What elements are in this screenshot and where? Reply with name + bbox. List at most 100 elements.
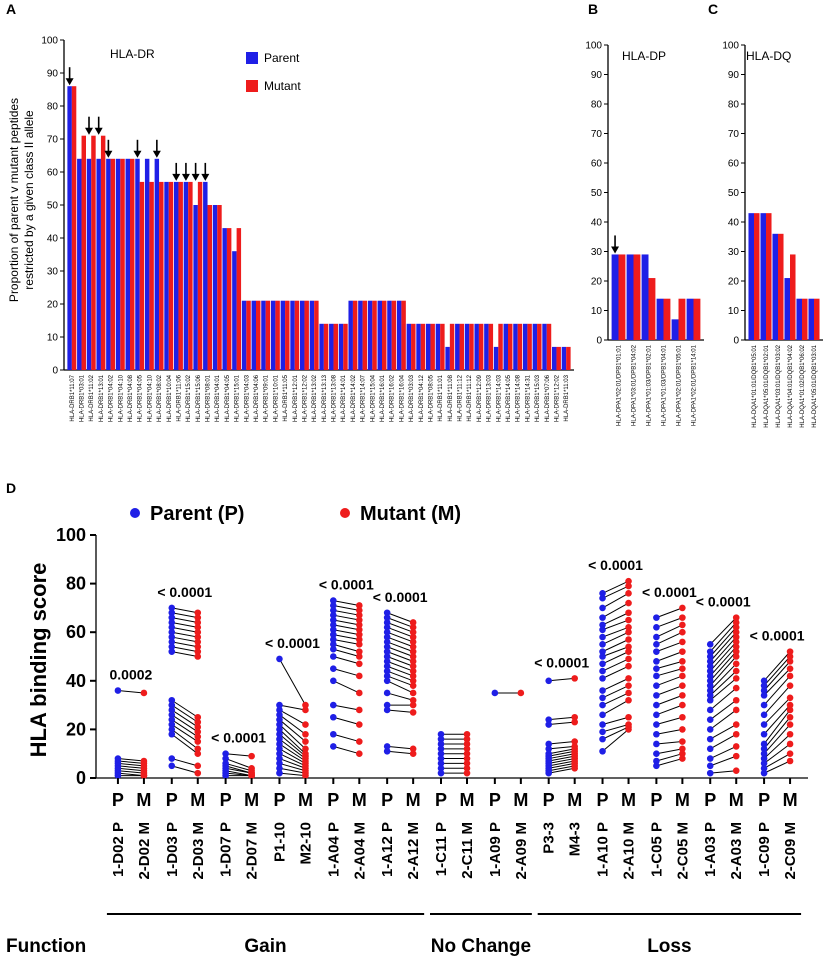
panel-a-bar-mutant (207, 205, 212, 370)
pair-link (763, 651, 791, 682)
parent-point (276, 726, 283, 733)
parent-point (599, 648, 606, 655)
parent-point (276, 769, 283, 777)
mutant-point (625, 636, 632, 643)
mutant-point (194, 619, 202, 626)
sample-label-second: 2-A12 M (405, 822, 422, 880)
pair-link (548, 750, 575, 757)
pair-link (710, 770, 737, 774)
pair-link (386, 670, 414, 682)
panel-a-x-tick-label: HLA-DRB1*04:02 (109, 374, 115, 422)
parent-point (706, 658, 714, 665)
parent-point (760, 755, 768, 762)
pair-link (602, 726, 629, 740)
sample-label-first: 1-C11 P (433, 822, 450, 876)
panel-a-bar-mutant (527, 323, 532, 370)
panel-d-letter: D (6, 480, 16, 496)
pair-link (279, 658, 306, 706)
parent-point (276, 735, 283, 743)
panel-a-x-tick-label: HLA-DRB1*11:01 (438, 374, 444, 421)
legend-parent-label: Parent (264, 51, 300, 65)
panel-c-y-tick-label: 20 (728, 277, 740, 288)
pair-link (548, 760, 575, 767)
pair-link (117, 760, 144, 764)
pair-link (709, 627, 737, 657)
mutant-point (409, 653, 417, 660)
panel-a-x-tick-label: HLA-DRB1*11:06 (176, 374, 182, 421)
pair-link (117, 690, 144, 694)
parent-point (599, 694, 606, 702)
pair-link (709, 677, 737, 701)
panel-a-ylabel-line1: Proportion of parent v mutant peptides (7, 98, 21, 302)
parent-point (168, 762, 176, 770)
pair-link (279, 738, 306, 759)
pair-link (333, 638, 360, 645)
legend-mutant-swatch (246, 80, 258, 92)
parent-point (599, 641, 606, 648)
parent-point (437, 730, 445, 738)
x-tick-label-m: M (406, 790, 421, 810)
p-value-label: < 0.0001 (157, 584, 212, 600)
pair-group (168, 604, 202, 777)
p-value-label: < 0.0001 (373, 589, 428, 605)
pair-link (602, 699, 629, 716)
panel-a-bar-parent (319, 323, 324, 370)
pair-link (279, 743, 306, 762)
mutant-point (571, 738, 578, 745)
panel-a-bar-parent (251, 300, 256, 370)
mutant-point (140, 689, 148, 697)
p-value-label: < 0.0001 (534, 654, 589, 670)
panel-a-arrow-head (191, 173, 200, 181)
parent-point (599, 594, 606, 602)
pair-link (279, 772, 306, 777)
parent-point (383, 677, 391, 685)
pair-link (602, 592, 629, 609)
sample-label-first: 1-D07 P (218, 822, 235, 877)
parent-point (653, 682, 660, 689)
parent-point (383, 658, 391, 665)
pair-link (602, 724, 629, 733)
pair-link (171, 651, 198, 657)
mutant-point (786, 701, 794, 709)
parent-point (222, 755, 229, 762)
pair-link (279, 733, 306, 757)
parent-point (706, 653, 714, 660)
mutant-point (356, 631, 363, 638)
panel-a-x-tick-label: HLA-DRB1*11:03 (564, 374, 570, 421)
mutant-point (625, 599, 632, 607)
mutant-point (356, 672, 363, 680)
panel-c-y-tick-label: 10 (728, 306, 740, 317)
parent-point (168, 648, 176, 655)
panel-a-bar-parent (106, 158, 111, 370)
parent-point (383, 662, 391, 670)
parent-point (706, 667, 714, 675)
parent-point (276, 745, 283, 753)
panel-a-x-tick-label: HLA-DRB1*12:02 (302, 374, 308, 422)
mutant-point (356, 602, 363, 609)
parent-point (222, 750, 229, 757)
pair-link (333, 745, 360, 755)
panel-a-bar-parent (358, 300, 363, 370)
x-tick-label-m: M (136, 790, 151, 810)
pair-link (333, 716, 360, 726)
parent-point (706, 726, 714, 733)
panel-b-y-tick-label: 50 (591, 188, 603, 199)
panel-a-x-tick-label: HLA-DRB1*13:13 (322, 374, 328, 422)
panel-a-bar-parent (503, 323, 508, 370)
mutant-point (679, 604, 686, 612)
panel-a-bar-mutant (100, 135, 106, 370)
pair-link (386, 651, 414, 662)
parent-point (653, 721, 660, 728)
panel-a-y-tick-label: 60 (47, 168, 59, 179)
mutant-point (194, 609, 202, 617)
parent-point (383, 624, 391, 631)
panel-a-bar-parent (552, 346, 557, 370)
parent-point (168, 604, 176, 612)
pair-group (222, 750, 255, 779)
parent-point (653, 614, 660, 621)
panel-a-bar-mutant (372, 300, 377, 370)
pair-link (656, 675, 683, 687)
mutant-point (356, 738, 363, 745)
pair-group (706, 614, 740, 777)
pair-link (171, 758, 198, 767)
